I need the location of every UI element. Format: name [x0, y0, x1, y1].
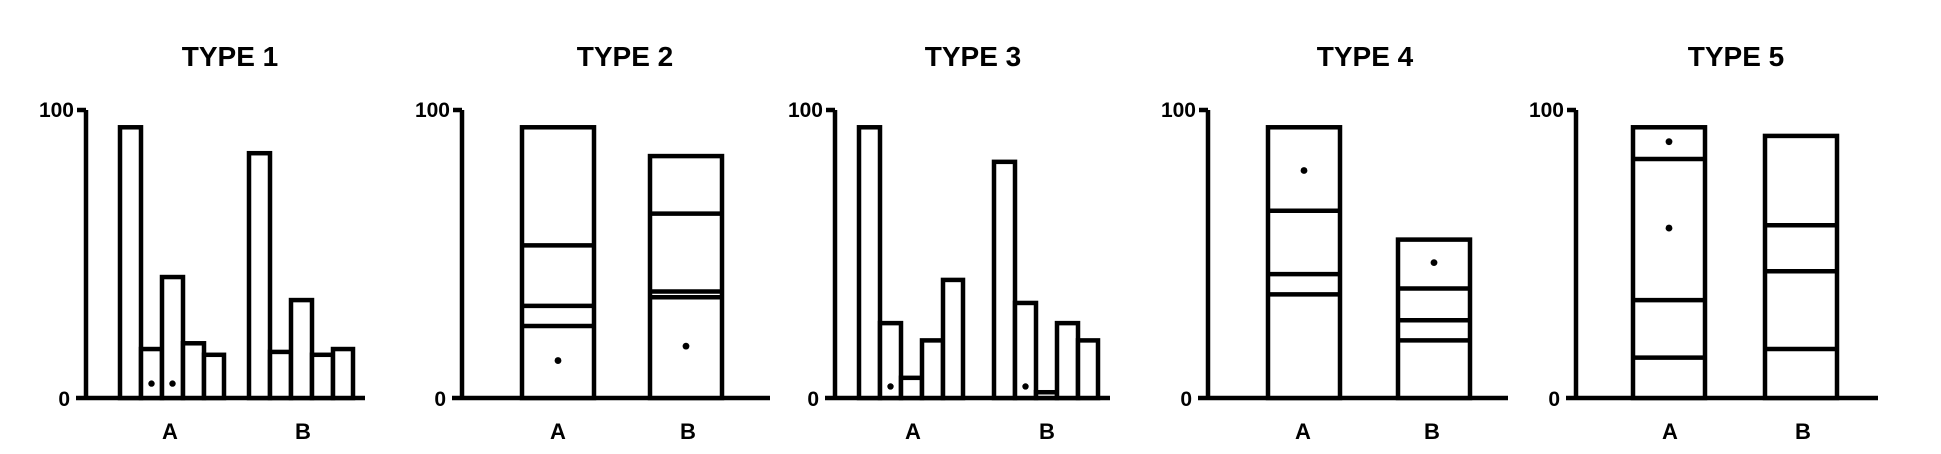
bar [1054, 320, 1081, 401]
data-dot [1300, 167, 1308, 174]
x-category-label: A [1662, 419, 1678, 444]
bar [267, 349, 294, 401]
x-category-label: B [1424, 419, 1440, 444]
bar [309, 352, 336, 401]
bar [180, 341, 207, 401]
chart-title: TYPE 3 [925, 41, 1021, 72]
y-tick-label: 0 [807, 388, 819, 411]
x-category-label: A [550, 419, 566, 444]
bar [1075, 338, 1101, 401]
bar [330, 346, 356, 401]
bar [159, 274, 186, 401]
x-category-label: B [295, 419, 311, 444]
bar [1033, 389, 1060, 401]
chart-panel-2: TYPE 2 100 0 A B [415, 41, 770, 444]
data-dot [887, 383, 894, 390]
x-category-label: B [1039, 419, 1055, 444]
bar [991, 159, 1018, 401]
y-tick-label: 0 [58, 388, 70, 411]
bar [919, 338, 946, 401]
bar [138, 346, 165, 401]
stacked-bar [519, 125, 597, 401]
bar [856, 125, 883, 401]
bar [877, 320, 904, 401]
x-category-label: B [1795, 419, 1811, 444]
bar [940, 277, 966, 401]
x-category-label: A [1295, 419, 1311, 444]
data-dot [554, 357, 562, 364]
bar [898, 375, 925, 401]
stacked-bar [647, 153, 725, 401]
chart-panel-5: TYPE 5 100 0 A B [1529, 41, 1878, 444]
y-tick-label: 100 [39, 99, 74, 122]
y-tick-label: 0 [1548, 388, 1560, 411]
x-category-label: A [162, 419, 178, 444]
y-tick-label: 100 [1529, 99, 1564, 122]
chart-panel-1: TYPE 1 100 0 A B [39, 41, 365, 444]
chart-title: TYPE 1 [182, 41, 278, 72]
bar [201, 352, 227, 401]
chart-panel-3: TYPE 3 100 0 A B [788, 41, 1110, 444]
data-dot [148, 380, 155, 387]
x-category-label: B [680, 419, 696, 444]
y-tick-label: 100 [788, 99, 823, 122]
chart-title: TYPE 2 [577, 41, 673, 72]
x-category-label: A [905, 419, 921, 444]
bar [117, 125, 144, 401]
y-tick-label: 100 [1161, 99, 1196, 122]
chart-panel-4: TYPE 4 100 0 A B [1161, 41, 1508, 444]
stacked-bar [1630, 125, 1708, 401]
bar [288, 297, 315, 401]
bar [1012, 300, 1039, 401]
data-dot [682, 342, 690, 350]
chart-title: TYPE 4 [1317, 41, 1414, 72]
chart-title: TYPE 5 [1688, 41, 1784, 72]
y-tick-label: 0 [434, 388, 446, 411]
data-dot [1022, 383, 1029, 390]
data-dot [169, 380, 176, 387]
stacked-bar [1762, 133, 1840, 401]
data-dot [1665, 138, 1673, 146]
bar [246, 150, 273, 401]
data-dot [1665, 224, 1673, 232]
y-tick-label: 100 [415, 99, 450, 122]
data-dot [1430, 259, 1438, 267]
y-tick-label: 0 [1180, 388, 1192, 411]
